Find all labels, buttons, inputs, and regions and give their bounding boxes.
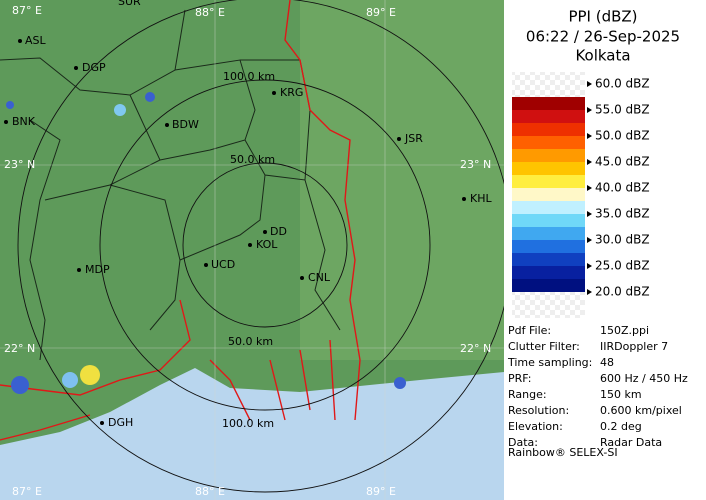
place-label: ASL (25, 34, 47, 47)
place-label: KHL (470, 192, 492, 205)
grid-label: 23° N (460, 158, 491, 171)
panel-datetime: 06:22 / 26-Sep-2025 (526, 28, 680, 46)
info-key: Time sampling: (507, 356, 592, 369)
info-rows: Pdf File: 150Z.ppi Clutter Filter: IIRDoppl… (507, 324, 688, 449)
info-value: 0.600 km/pixel (600, 404, 682, 417)
grid-label: 88° E (195, 6, 225, 19)
place-label: JSR (404, 132, 423, 145)
place-label: BDW (172, 118, 199, 131)
place-label: DGH (108, 416, 133, 429)
grid-label: 88° E (195, 485, 225, 498)
info-key: Pdf File: (508, 324, 551, 337)
grid-label: 87° E (12, 4, 42, 17)
place-label: CNL (308, 271, 331, 284)
legend-label: 20.0 dBZ (595, 285, 650, 299)
grid-label: 89° E (366, 485, 396, 498)
legend-arrow (587, 107, 592, 113)
info-value: Radar Data (600, 436, 662, 449)
state-borders (0, 0, 361, 441)
range-label: 100.0 km (222, 417, 274, 430)
land-east (300, 0, 504, 360)
grid-label: 22° N (4, 342, 35, 355)
info-key: Range: (508, 388, 547, 401)
sea (0, 368, 504, 500)
info-value: 150Z.ppi (600, 324, 649, 337)
place-dots (4, 39, 466, 425)
place-label: SUR (118, 0, 141, 8)
grid-label: 87° E (12, 485, 42, 498)
graticule (0, 0, 504, 500)
info-key: Elevation: (508, 420, 563, 433)
legend-arrow (587, 263, 592, 269)
grid-label: 22° N (460, 342, 491, 355)
legend-label: 45.0 dBZ (595, 155, 650, 169)
legend-arrow (587, 159, 592, 165)
info-key: Clutter Filter: (508, 340, 580, 353)
legend-arrow (587, 133, 592, 139)
place-label: MDP (85, 263, 110, 276)
legend-label: 30.0 dBZ (595, 233, 650, 247)
legend-label: 60.0 dBZ (595, 77, 650, 91)
info-value: 150 km (600, 388, 642, 401)
legend-label: 25.0 dBZ (595, 259, 650, 273)
info-key: Data: (508, 436, 538, 449)
range-label: 100.0 km (223, 70, 275, 83)
info-value: 600 Hz / 450 Hz (600, 372, 688, 385)
info-value: IIRDoppler 7 (600, 340, 668, 353)
legend-bar (512, 72, 585, 318)
place-label: DGP (82, 61, 106, 74)
echoes (6, 92, 406, 394)
place-label: KRG (280, 86, 303, 99)
place-label: UCD (211, 258, 235, 271)
legend-label: 35.0 dBZ (595, 207, 650, 221)
legend-arrow (587, 237, 592, 243)
legend-arrow (587, 81, 592, 87)
info-key: Resolution: (508, 404, 569, 417)
place-label: DD (270, 225, 287, 238)
panel-footer: Rainbow® SELEX-SI (508, 446, 618, 459)
legend-arrow (587, 185, 592, 191)
info-value: 0.2 deg (600, 420, 642, 433)
grid-label: 23° N (4, 158, 35, 171)
place-label: BNK (12, 115, 36, 128)
district-borders (0, 9, 341, 361)
range-rings (17, 0, 504, 493)
grid-label: 89° E (366, 6, 396, 19)
panel-station: Kolkata (575, 47, 630, 65)
map: 87° E 88° E 89° E 23° N 23° N 22° N 22° … (0, 0, 504, 500)
range-label: 50.0 km (228, 335, 273, 348)
info-panel: PPI (dBZ) 06:22 / 26-Sep-2025 Kolkata 60… (504, 0, 706, 500)
range-label: 50.0 km (230, 153, 275, 166)
info-key: PRF: (508, 372, 531, 385)
legend-label: 55.0 dBZ (595, 103, 650, 117)
place-label: KOL (256, 238, 278, 251)
info-value: 48 (600, 356, 614, 369)
legend-label: 40.0 dBZ (595, 181, 650, 195)
legend-arrow (587, 211, 592, 217)
panel-title: PPI (dBZ) (568, 8, 637, 26)
legend-arrow (587, 289, 592, 295)
legend-labels: 60.0 dBZ 55.0 dBZ 50.0 dBZ 45.0 dBZ 40.0 dBZ… (587, 77, 650, 299)
legend-label: 50.0 dBZ (595, 129, 650, 143)
